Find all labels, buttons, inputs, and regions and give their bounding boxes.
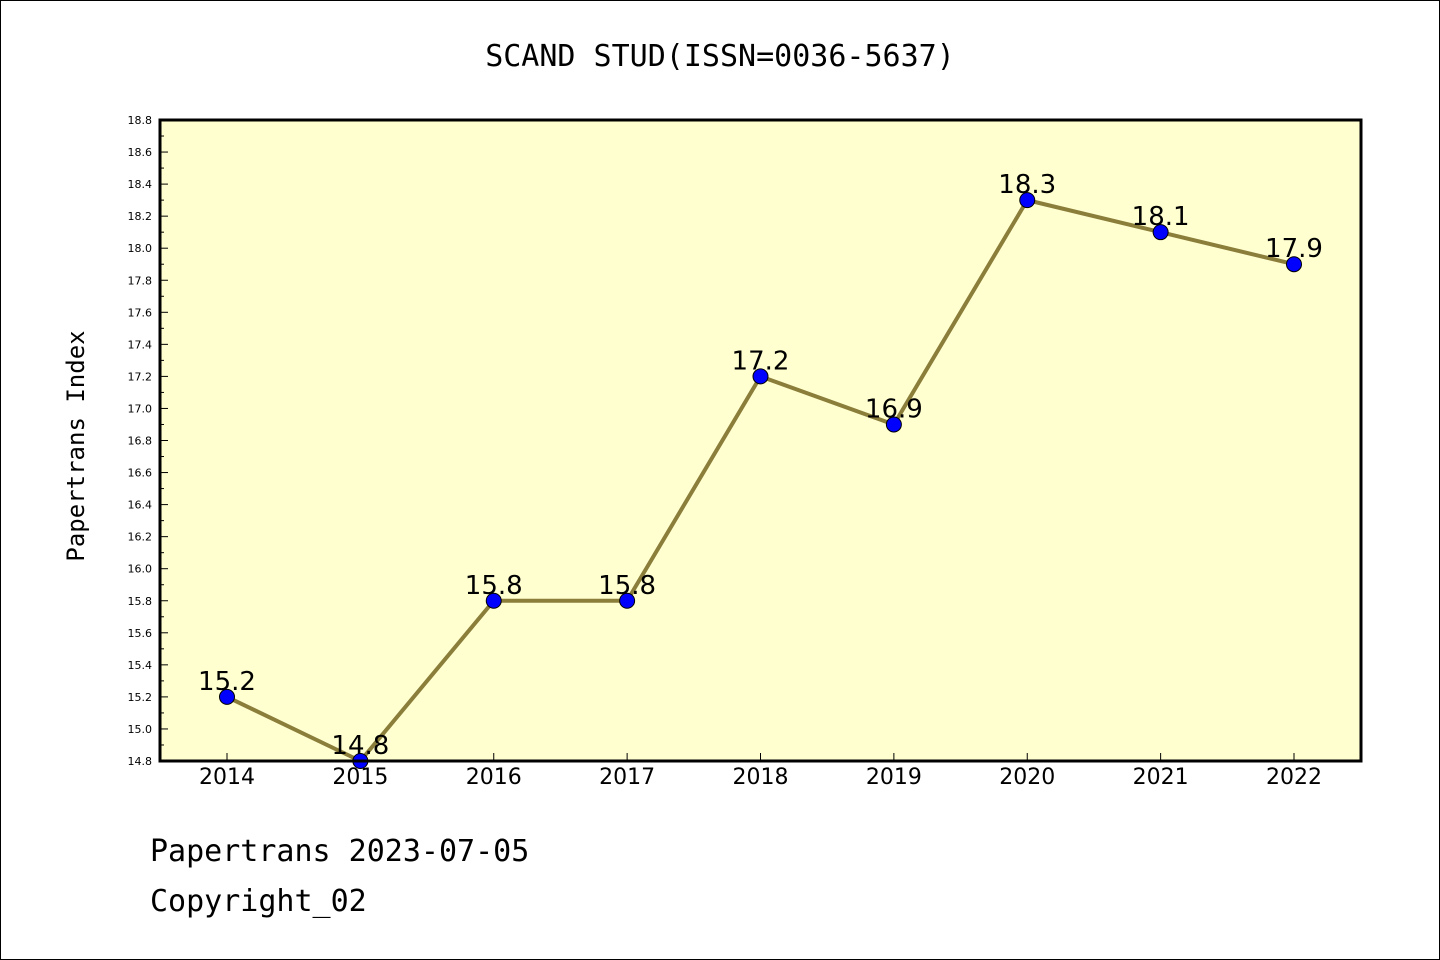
y-tick-label: 18.4	[128, 178, 153, 191]
y-tick-label: 16.6	[128, 467, 153, 480]
data-label: 15.8	[465, 571, 523, 601]
y-tick-label: 15.6	[128, 627, 153, 640]
y-tick-label: 15.4	[128, 659, 153, 672]
data-point	[619, 592, 636, 609]
series-layer: 15.2 14.8 15.8 15.8 17.2 16.9 18.3 18.1 17.9	[198, 170, 1323, 769]
y-tick-label: 16.0	[128, 563, 153, 576]
data-point	[1286, 256, 1302, 273]
data-point	[219, 688, 235, 705]
data-point	[885, 416, 902, 433]
y-tick-label: 15.0	[128, 723, 153, 736]
y-tick-label: 18.8	[128, 114, 153, 127]
y-tick-label: 17.8	[128, 274, 153, 287]
data-point	[752, 368, 769, 385]
y-tick-label: 17.4	[128, 338, 153, 351]
y-tick-label: 18.0	[128, 242, 153, 255]
x-tick-label: 2021	[1133, 765, 1189, 790]
data-label: 14.8	[331, 731, 389, 761]
y-tick-label: 18.6	[128, 146, 153, 159]
data-label: 18.3	[998, 170, 1056, 200]
plot-border	[158, 118, 1363, 763]
y-tick-label: 16.2	[128, 531, 153, 544]
footer-copyright: Copyright_02	[150, 884, 367, 919]
y-tick-label: 17.0	[128, 402, 153, 415]
y-tick-label: 17.6	[128, 306, 153, 319]
y-axis-label: Papertrans Index	[62, 330, 90, 561]
data-point	[1152, 224, 1169, 241]
data-point	[1019, 192, 1036, 209]
x-tick-label: 2019	[866, 765, 922, 790]
x-tick-label: 2016	[466, 765, 522, 790]
data-label: 17.9	[1265, 234, 1323, 264]
data-point	[485, 592, 502, 609]
y-tick-label: 18.2	[128, 210, 153, 223]
x-tick-label: 2017	[599, 765, 655, 790]
data-label: 16.9	[865, 394, 923, 424]
data-label: 18.1	[1132, 202, 1190, 232]
y-tick-label: 15.8	[128, 595, 153, 608]
x-tick-label: 2022	[1266, 765, 1322, 790]
y-tick-label: 17.2	[128, 370, 153, 383]
x-axis: 2014 2015 2016 2017 2018 2019 2020 2021 2022	[199, 753, 1322, 790]
y-tick-label: 15.2	[128, 691, 153, 704]
x-tick-label: 2015	[332, 765, 388, 790]
footer-date: Papertrans 2023-07-05	[150, 834, 530, 869]
chart-title: SCAND STUD(ISSN=0036-5637)	[485, 39, 955, 74]
y-tick-label: 16.4	[128, 499, 153, 512]
y-tick-label: 16.8	[128, 435, 153, 448]
x-tick-label: 2020	[999, 765, 1055, 790]
data-label: 15.2	[198, 667, 256, 697]
data-label: 15.8	[598, 571, 656, 601]
y-tick-label: 14.8	[128, 755, 153, 768]
data-label: 17.2	[732, 346, 790, 376]
x-tick-label: 2014	[199, 765, 255, 790]
y-axis: 14.8 15.0 15.2 15.4 15.6 15.8 16.0 16.2 16.4 16.6…	[128, 114, 168, 768]
x-tick-label: 2018	[733, 765, 789, 790]
